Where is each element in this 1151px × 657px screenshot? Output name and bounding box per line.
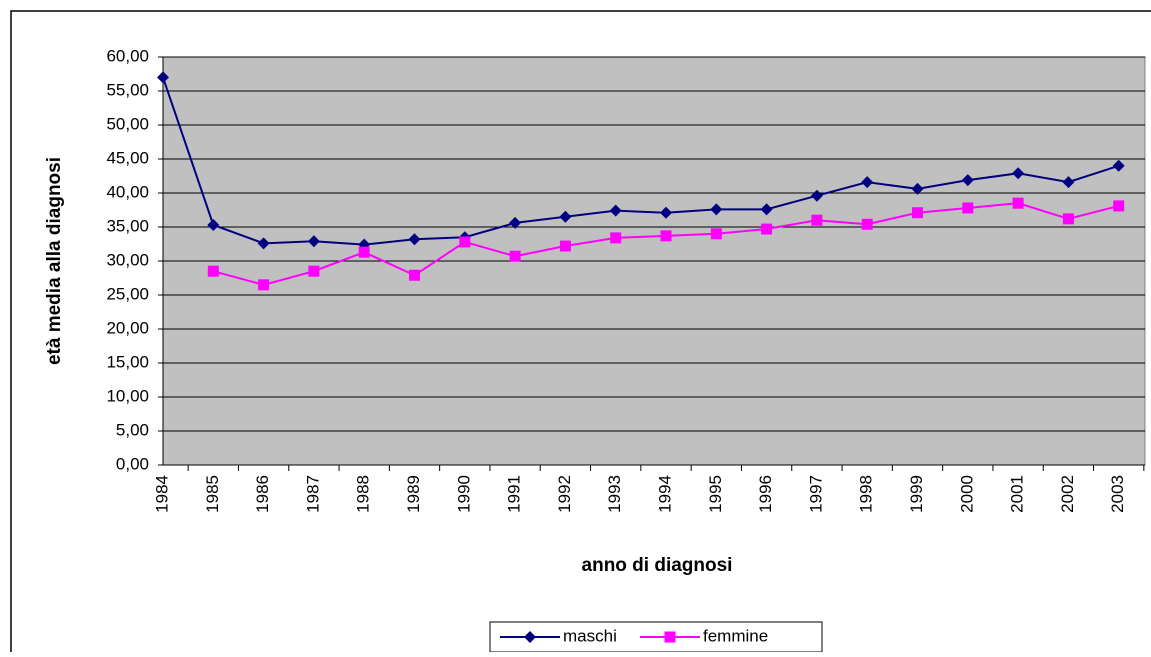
x-tick-label: 2000 (957, 475, 976, 513)
legend-label: maschi (563, 626, 617, 645)
marker (207, 265, 219, 277)
x-axis-title: anno di diagnosi (582, 555, 733, 576)
marker (962, 202, 974, 214)
x-tick-label: 1988 (354, 475, 373, 513)
x-tick-label: 1986 (253, 475, 272, 513)
marker (1062, 213, 1074, 225)
x-tick-label: 1998 (857, 475, 876, 513)
legend-marker (524, 631, 536, 643)
marker (509, 250, 521, 262)
y-tick-label: 35,00 (106, 216, 149, 235)
marker (710, 228, 722, 240)
marker (408, 233, 421, 246)
marker (559, 210, 572, 223)
x-tick-label: 2003 (1108, 475, 1127, 513)
marker (810, 189, 823, 202)
marker (509, 216, 522, 229)
marker (660, 230, 672, 242)
y-tick-label: 45,00 (106, 148, 149, 167)
marker (409, 269, 420, 281)
x-tick-label: 1984 (152, 475, 171, 513)
marker (308, 265, 320, 277)
marker (1112, 159, 1125, 172)
marker (559, 240, 571, 252)
x-tick-label: 1985 (203, 475, 222, 513)
marker (760, 203, 773, 216)
series-line (162, 77, 1120, 246)
marker (610, 232, 622, 244)
marker (258, 279, 270, 291)
y-tick-label: 5,00 (116, 420, 149, 439)
x-tick-label: 1994 (655, 475, 674, 513)
legend-label: femmine (703, 626, 768, 645)
y-tick-label: 15,00 (106, 352, 149, 371)
y-tick-label: 0,00 (116, 454, 149, 473)
x-tick-label: 1999 (907, 475, 926, 513)
marker (307, 235, 320, 248)
marker (358, 246, 370, 258)
x-tick-label: 1989 (404, 475, 423, 513)
x-tick-label: 1996 (756, 475, 775, 513)
marker (1012, 167, 1025, 180)
marker (761, 223, 773, 235)
y-tick-label: 30,00 (106, 250, 149, 269)
marker (861, 218, 873, 230)
marker (609, 204, 622, 217)
marker (912, 207, 923, 219)
x-tick-label: 1997 (806, 475, 825, 513)
y-axis-title: età media alla diagnosi (44, 157, 65, 365)
x-tick-label: 1995 (706, 475, 725, 513)
x-tick-label: 2001 (1008, 475, 1027, 513)
marker (911, 182, 924, 195)
marker (710, 203, 723, 216)
marker (861, 176, 874, 189)
marker (811, 214, 823, 226)
marker (961, 174, 974, 187)
marker (660, 206, 672, 219)
marker (1062, 176, 1075, 189)
x-tick-label: 1993 (605, 475, 624, 513)
marker (207, 218, 220, 231)
y-tick-label: 40,00 (106, 182, 149, 201)
y-tick-label: 55,00 (106, 80, 149, 99)
marker (157, 71, 169, 84)
x-tick-label: 1990 (454, 475, 473, 513)
x-tick-label: 2002 (1058, 475, 1077, 513)
x-tick-label: 1987 (303, 475, 322, 513)
y-tick-label: 20,00 (106, 318, 149, 337)
marker (257, 237, 270, 250)
y-tick-label: 60,00 (106, 46, 149, 65)
y-tick-label: 10,00 (106, 386, 149, 405)
legend-marker (664, 631, 676, 643)
marker (1012, 197, 1024, 209)
marker (1113, 200, 1125, 212)
x-tick-label: 1992 (555, 475, 574, 513)
y-tick-label: 25,00 (106, 284, 149, 303)
x-tick-label: 1991 (505, 475, 524, 513)
y-tick-label: 50,00 (106, 114, 149, 133)
marker (459, 236, 471, 248)
